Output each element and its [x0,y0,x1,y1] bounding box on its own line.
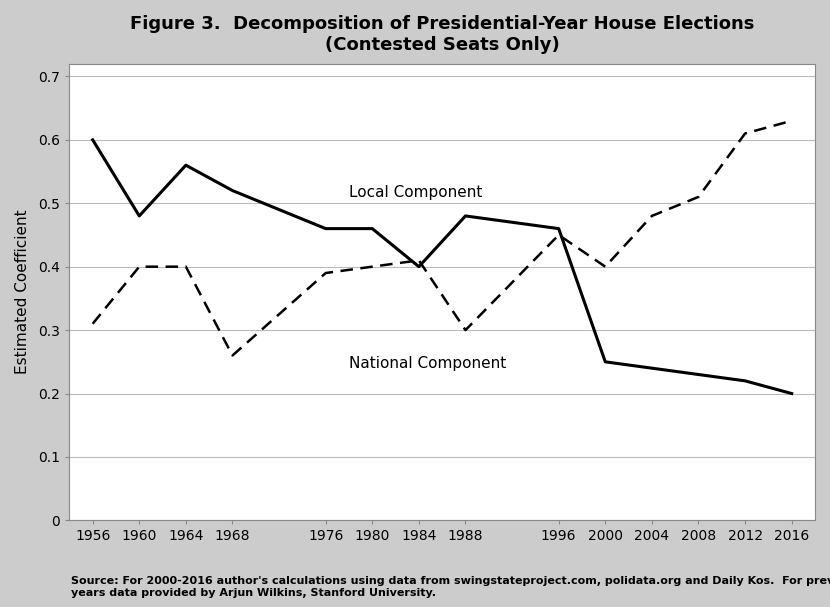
Text: Local Component: Local Component [349,185,482,200]
Y-axis label: Estimated Coefficient: Estimated Coefficient [15,210,30,375]
Title: Figure 3.  Decomposition of Presidential-Year House Elections
(Contested Seats O: Figure 3. Decomposition of Presidential-… [130,15,754,54]
Text: Source: For 2000-2016 author's calculations using data from swingstateproject.co: Source: For 2000-2016 author's calculati… [71,576,830,598]
Text: National Component: National Component [349,356,506,371]
